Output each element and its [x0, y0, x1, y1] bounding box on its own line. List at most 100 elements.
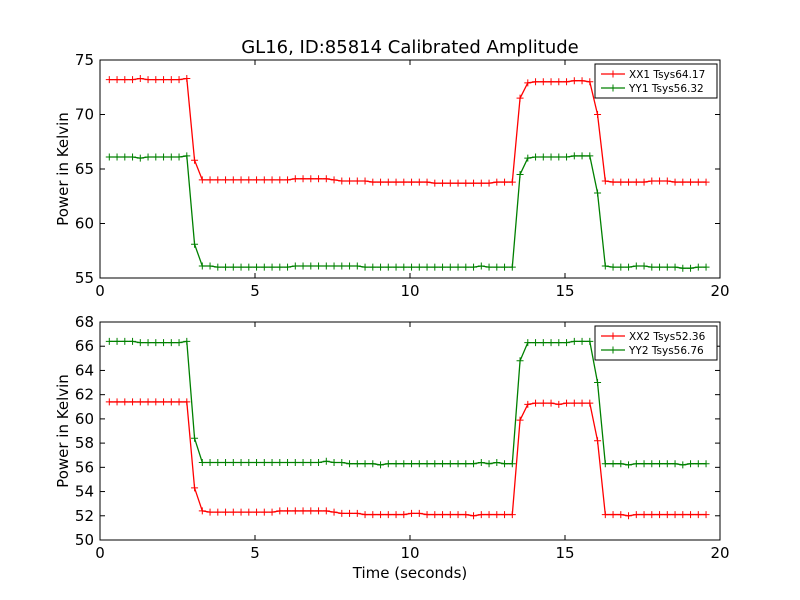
data-point-marker: [555, 153, 563, 161]
data-point-marker: [144, 339, 152, 347]
data-point-marker: [144, 398, 152, 406]
data-point-marker: [609, 460, 617, 468]
data-point-marker: [191, 156, 199, 164]
data-point-marker: [493, 263, 501, 271]
data-point-marker: [268, 263, 276, 271]
data-point-marker: [632, 178, 640, 186]
data-point-marker: [361, 460, 369, 468]
data-point-marker: [152, 76, 160, 84]
data-point-marker: [105, 153, 113, 161]
data-point-marker: [423, 460, 431, 468]
data-point-marker: [198, 262, 206, 270]
data-point-marker: [547, 399, 555, 407]
y-tick-label: 68: [75, 313, 94, 331]
data-point-marker: [594, 189, 602, 197]
data-point-marker: [516, 357, 524, 365]
data-point-marker: [167, 153, 175, 161]
y-axis-label: Power in Kelvin: [54, 112, 72, 226]
data-point-marker: [439, 511, 447, 519]
data-point-marker: [121, 337, 129, 345]
data-point-marker: [431, 460, 439, 468]
data-point-marker: [454, 460, 462, 468]
data-point-marker: [415, 263, 423, 271]
data-point-marker: [609, 263, 617, 271]
y-tick-label: 50: [75, 531, 94, 549]
x-tick-label: 5: [250, 282, 260, 300]
data-point-marker: [229, 508, 237, 516]
data-point-marker: [694, 460, 702, 468]
data-point-marker: [462, 179, 470, 187]
data-point-marker: [555, 339, 563, 347]
data-point-marker: [586, 152, 594, 160]
data-point-marker: [167, 339, 175, 347]
data-point-marker: [415, 460, 423, 468]
data-point-marker: [625, 461, 633, 469]
data-point-marker: [222, 176, 230, 184]
data-point-marker: [369, 460, 377, 468]
data-point-marker: [338, 262, 346, 270]
data-point-marker: [632, 262, 640, 270]
data-point-marker: [260, 176, 268, 184]
data-point-marker: [408, 509, 416, 517]
data-point-marker: [493, 458, 501, 466]
data-point-marker: [625, 263, 633, 271]
data-point-marker: [237, 508, 245, 516]
legend-marker: [609, 70, 617, 78]
data-point-marker: [470, 460, 478, 468]
data-point-marker: [532, 78, 540, 86]
data-point-marker: [671, 511, 679, 519]
data-point-marker: [415, 178, 423, 186]
data-point-marker: [508, 460, 516, 468]
data-point-marker: [648, 460, 656, 468]
legend-box: [594, 63, 718, 99]
data-point-marker: [307, 175, 315, 183]
data-point-marker: [392, 178, 400, 186]
y-axis-label: Power in Kelvin: [54, 374, 72, 488]
data-point-marker: [539, 399, 547, 407]
data-point-marker: [524, 154, 532, 162]
data-point-marker: [253, 458, 261, 466]
data-point-marker: [322, 507, 330, 515]
data-point-marker: [400, 511, 408, 519]
legend-marker: [609, 332, 617, 340]
data-point-marker: [299, 507, 307, 515]
data-point-marker: [160, 153, 168, 161]
series-1: [105, 75, 710, 187]
data-point-marker: [648, 263, 656, 271]
data-point-marker: [245, 176, 253, 184]
chart-title: GL16, ID:85814 Calibrated Amplitude: [241, 37, 579, 58]
data-point-marker: [392, 511, 400, 519]
data-point-marker: [291, 507, 299, 515]
data-point-marker: [609, 178, 617, 186]
legend-entry: XX2 Tsys52.36: [629, 331, 706, 343]
data-point-marker: [330, 176, 338, 184]
data-point-marker: [640, 460, 648, 468]
data-point-marker: [679, 178, 687, 186]
data-point-marker: [501, 178, 509, 186]
data-point-marker: [353, 262, 361, 270]
data-point-marker: [206, 458, 214, 466]
data-point-marker: [586, 78, 594, 86]
data-point-marker: [663, 177, 671, 185]
data-point-marker: [183, 152, 191, 160]
data-point-marker: [431, 179, 439, 187]
data-point-marker: [563, 153, 571, 161]
data-point-marker: [423, 263, 431, 271]
data-point-marker: [408, 460, 416, 468]
data-point-marker: [253, 263, 261, 271]
data-point-marker: [105, 398, 113, 406]
data-point-marker: [446, 460, 454, 468]
data-point-marker: [477, 262, 485, 270]
data-point-marker: [361, 511, 369, 519]
data-point-marker: [632, 511, 640, 519]
data-point-marker: [524, 339, 532, 347]
data-point-marker: [609, 511, 617, 519]
legend: XX1 Tsys64.17 YY1 Tsys56.32: [594, 63, 718, 99]
data-point-marker: [268, 508, 276, 516]
data-point-marker: [206, 262, 214, 270]
data-point-marker: [539, 78, 547, 86]
data-point-marker: [260, 508, 268, 516]
data-point-marker: [400, 178, 408, 186]
data-point-marker: [570, 77, 578, 85]
data-point-marker: [671, 460, 679, 468]
